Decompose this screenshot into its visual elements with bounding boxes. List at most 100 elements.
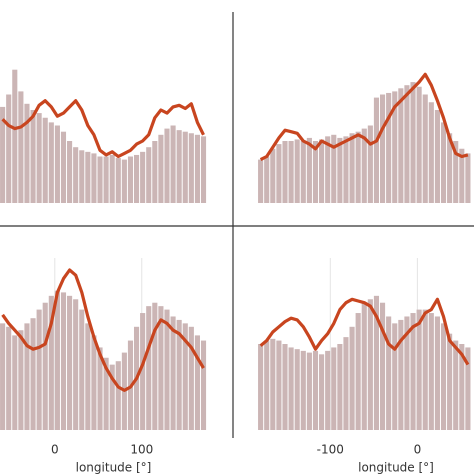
bar <box>264 156 270 203</box>
bar <box>343 337 349 430</box>
bar <box>109 154 115 203</box>
bar <box>447 133 453 203</box>
bar <box>410 82 416 203</box>
bar <box>404 316 410 430</box>
bar <box>54 125 60 203</box>
bar <box>459 344 465 430</box>
bar <box>67 295 73 430</box>
bar <box>349 133 355 203</box>
bar <box>258 344 264 430</box>
bar <box>48 295 54 430</box>
bar <box>152 302 158 430</box>
bar <box>440 323 447 430</box>
bar <box>48 122 54 203</box>
bar <box>337 344 343 430</box>
bar <box>300 141 306 203</box>
bar <box>440 122 447 203</box>
bar <box>121 159 127 203</box>
bar <box>300 350 306 430</box>
bar <box>379 94 386 203</box>
x-tick-label: 0 <box>51 443 59 457</box>
bar <box>453 141 459 203</box>
bar <box>164 128 170 203</box>
bar <box>54 290 60 430</box>
bar <box>97 347 103 430</box>
bar <box>276 340 282 430</box>
bar <box>194 134 200 203</box>
bar <box>416 309 422 430</box>
bar <box>133 154 140 203</box>
bar <box>97 156 103 203</box>
bar <box>158 134 164 203</box>
x-tick-label: -100 <box>317 443 344 457</box>
bar <box>115 361 121 430</box>
bar <box>73 299 79 430</box>
bar <box>0 106 6 203</box>
bar <box>146 306 152 430</box>
bar <box>361 302 367 430</box>
bar <box>42 117 48 203</box>
bar <box>398 319 404 430</box>
bar <box>355 131 361 203</box>
bar <box>152 141 158 203</box>
bar <box>176 130 182 203</box>
bar <box>170 125 176 203</box>
bar <box>306 137 312 203</box>
bar <box>164 309 170 430</box>
x-tick-label: 100 <box>130 443 153 457</box>
bar <box>428 313 434 430</box>
bar <box>258 159 264 203</box>
bar <box>140 313 146 430</box>
bar <box>392 91 398 203</box>
bar <box>355 313 361 430</box>
bar <box>24 103 30 203</box>
bar <box>200 340 207 430</box>
bar <box>447 333 453 430</box>
line <box>259 72 469 162</box>
bar <box>422 309 428 430</box>
bar <box>434 316 440 430</box>
bar <box>398 88 404 203</box>
bar <box>170 316 176 430</box>
bar <box>282 344 288 430</box>
bar <box>459 148 465 203</box>
bar <box>343 136 349 203</box>
line <box>1 268 205 392</box>
bar <box>103 156 109 203</box>
bar <box>319 139 325 203</box>
bar <box>73 147 79 203</box>
bar <box>18 330 24 430</box>
bar <box>127 156 134 203</box>
line <box>259 297 470 366</box>
bar <box>91 153 97 203</box>
bar <box>140 151 146 203</box>
bar <box>67 141 73 203</box>
bar <box>182 323 188 430</box>
bar <box>373 295 380 430</box>
bar <box>30 110 36 203</box>
bar <box>379 302 386 430</box>
bar <box>465 347 471 430</box>
x-axis-label: longitude [°] <box>358 461 434 474</box>
x-tick-label: 0 <box>414 443 422 457</box>
bar <box>24 323 30 430</box>
bar <box>200 136 207 203</box>
bar <box>386 316 392 430</box>
bar <box>282 141 288 203</box>
bar <box>30 318 36 430</box>
bar <box>392 323 398 430</box>
bar <box>367 299 373 430</box>
bar <box>312 141 319 203</box>
bar <box>270 338 276 430</box>
x-axis-label: longitude [°] <box>76 461 152 474</box>
bar <box>428 102 434 203</box>
bar <box>194 335 200 430</box>
bar <box>85 323 91 430</box>
bar <box>349 326 355 430</box>
bar <box>465 153 471 203</box>
bar <box>294 349 300 430</box>
bar <box>264 340 270 430</box>
bar <box>158 306 164 430</box>
bar <box>331 134 337 203</box>
